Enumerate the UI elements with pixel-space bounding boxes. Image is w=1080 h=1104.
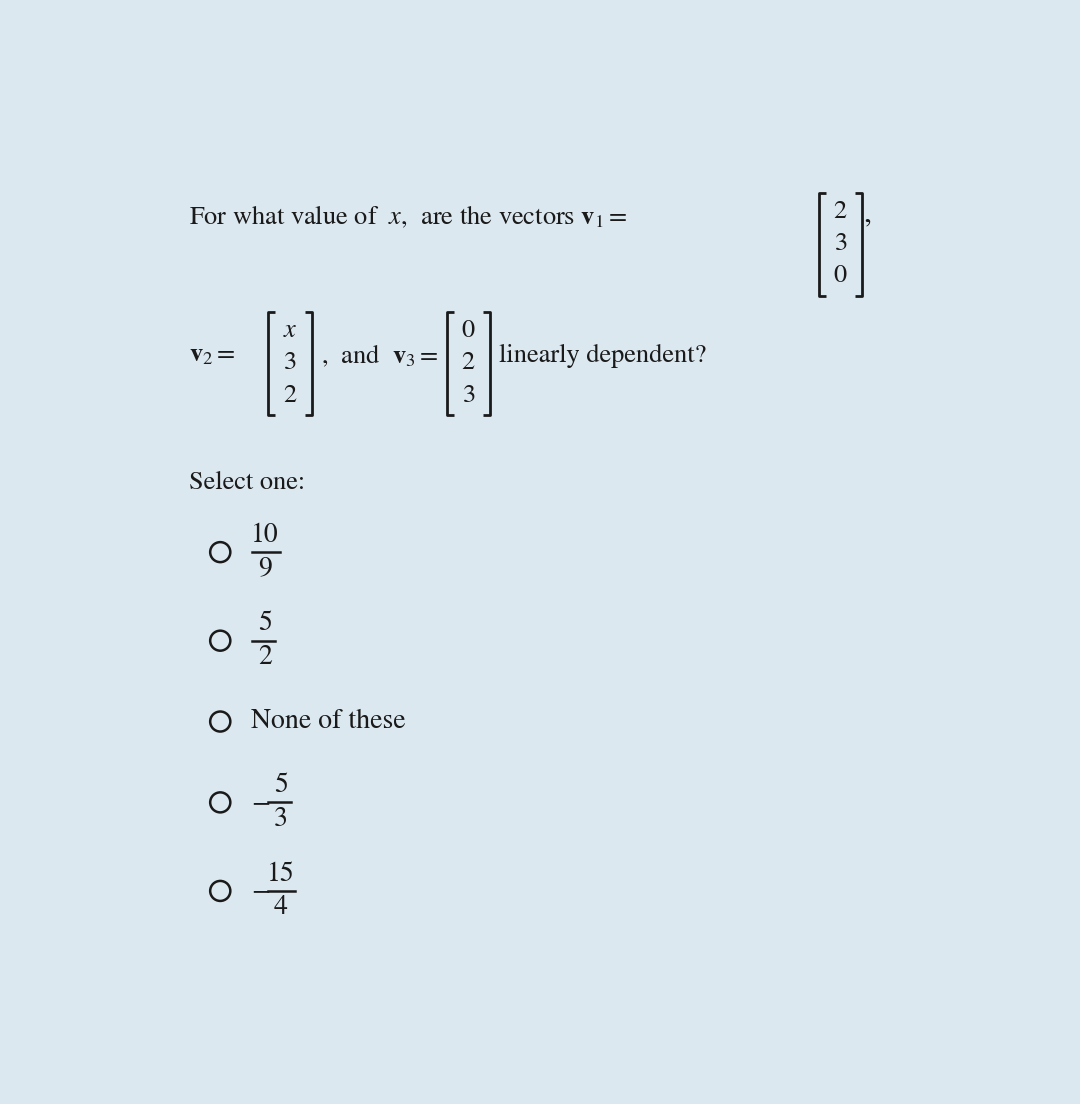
Text: 5: 5 bbox=[273, 773, 287, 798]
Text: 10: 10 bbox=[252, 522, 279, 548]
Text: $x$: $x$ bbox=[283, 319, 297, 343]
Text: 4: 4 bbox=[273, 895, 287, 921]
Text: 3: 3 bbox=[273, 807, 287, 832]
Text: $0$: $0$ bbox=[833, 265, 848, 288]
Text: None of these: None of these bbox=[252, 709, 406, 734]
Text: 5: 5 bbox=[258, 612, 272, 636]
Text: $\mathbf{v}_2 =$: $\mathbf{v}_2 =$ bbox=[189, 343, 235, 368]
Text: 15: 15 bbox=[267, 861, 295, 887]
Text: 2: 2 bbox=[258, 645, 272, 670]
Text: $3$: $3$ bbox=[834, 232, 847, 256]
Text: $3$: $3$ bbox=[461, 384, 475, 407]
Text: ,  and  $\mathbf{v}_3 =$: , and $\mathbf{v}_3 =$ bbox=[321, 342, 438, 369]
Text: $3$: $3$ bbox=[283, 351, 297, 375]
Text: linearly dependent?: linearly dependent? bbox=[499, 343, 706, 368]
Text: $0$: $0$ bbox=[461, 319, 475, 343]
Text: $-$: $-$ bbox=[252, 789, 270, 815]
Text: ,: , bbox=[864, 199, 872, 229]
Text: $2$: $2$ bbox=[283, 384, 297, 407]
Text: For what value of  $x$,  are the vectors $\mathbf{v}_1 =$: For what value of $x$, are the vectors $… bbox=[189, 204, 627, 231]
Text: $2$: $2$ bbox=[461, 351, 475, 375]
Text: $2$: $2$ bbox=[833, 200, 848, 224]
Text: Select one:: Select one: bbox=[189, 470, 306, 495]
Text: $-$: $-$ bbox=[252, 879, 270, 903]
Text: 9: 9 bbox=[258, 556, 272, 582]
